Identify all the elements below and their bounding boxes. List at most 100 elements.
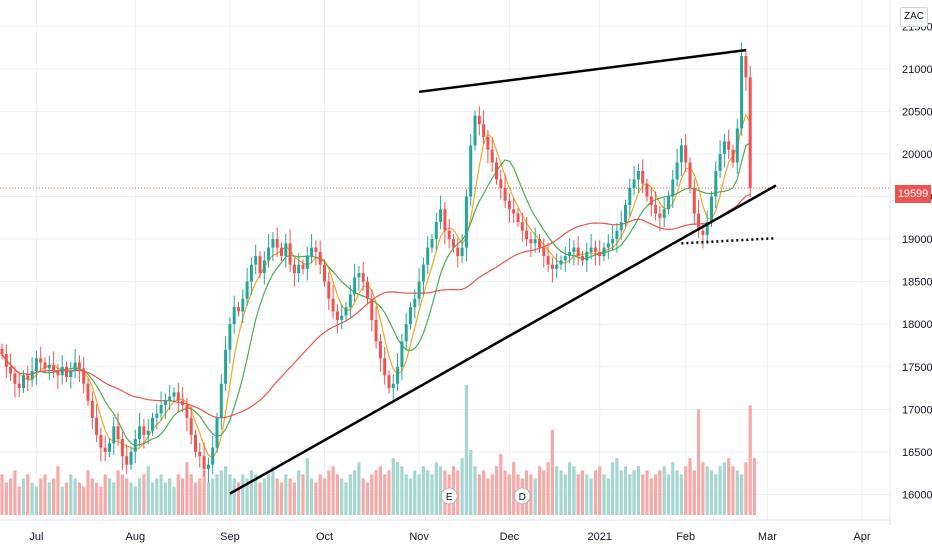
volume-bar: [168, 478, 172, 515]
volume-bar: [714, 474, 718, 515]
candle-body: [662, 209, 666, 218]
volume-bar: [52, 478, 56, 515]
candle-body: [163, 400, 167, 406]
candle-body: [602, 247, 606, 257]
volume-bar: [47, 482, 51, 515]
candle-body: [679, 145, 683, 163]
y-tick-label: 17000: [902, 404, 932, 416]
grid-lines: [0, 0, 890, 520]
candle-body: [327, 281, 331, 299]
x-tick-label: Mar: [758, 531, 777, 543]
candle-body: [13, 373, 17, 384]
candle-body: [740, 56, 744, 129]
volume-bar: [735, 470, 739, 515]
volume-bar: [0, 474, 4, 515]
volume-bar: [34, 486, 38, 515]
volume-bar: [417, 474, 421, 515]
volume-bar: [142, 474, 146, 515]
candle-body: [701, 230, 705, 235]
volume-bar: [559, 470, 563, 515]
volume-bar: [641, 474, 645, 515]
candle-body: [30, 371, 34, 380]
y-tick-label: 21500: [902, 21, 932, 33]
candle-body: [120, 439, 124, 457]
ma-slow-line: [1, 193, 751, 419]
volume-bar: [482, 470, 486, 515]
volume-bar: [133, 486, 137, 515]
candle-body: [206, 464, 210, 469]
volume-bar: [90, 478, 94, 515]
candle-body: [628, 188, 632, 206]
volume-bar: [404, 474, 408, 515]
volume-bar: [258, 482, 262, 515]
volume-bar: [318, 474, 322, 515]
candle-body: [645, 183, 649, 197]
volume-bar: [292, 482, 296, 515]
candle-body: [297, 264, 301, 274]
volume-bar: [125, 478, 129, 515]
symbol-label[interactable]: ZAC: [900, 7, 928, 27]
candle-body: [378, 341, 382, 359]
volume-bar: [611, 462, 615, 515]
candle-body: [215, 417, 219, 448]
x-tick-label: Oct: [316, 531, 333, 543]
volume-bar: [576, 474, 580, 515]
candle-body: [116, 426, 120, 440]
volume-bar: [202, 470, 206, 515]
volume-bar: [408, 478, 413, 515]
candle-body: [357, 273, 361, 278]
candle-body: [133, 439, 137, 452]
candle-body: [671, 179, 675, 197]
candle-body: [495, 162, 498, 180]
volume-bar: [494, 466, 499, 515]
candle-body: [258, 256, 262, 274]
candle-body: [598, 251, 602, 257]
candle-body: [194, 434, 197, 452]
candle-body: [727, 141, 731, 150]
volume-bar: [606, 478, 610, 515]
price-axis[interactable]: 1600016500170001750018000185001900019500…: [902, 21, 932, 501]
volume-bar: [499, 454, 503, 515]
volume-bar: [129, 482, 133, 515]
trendline-lower: [229, 184, 777, 495]
candle-body: [331, 298, 335, 312]
volume-bar: [43, 474, 47, 515]
volume-bar: [636, 466, 640, 515]
x-tick-label: Jul: [29, 531, 43, 543]
volume-bar: [632, 470, 636, 515]
candle-body: [344, 307, 348, 316]
volume-bar: [430, 474, 434, 515]
volume-bar: [159, 474, 163, 515]
volume-bar: [529, 474, 533, 515]
candle-body: [636, 170, 640, 180]
candle-body: [310, 247, 314, 257]
volume-bar: [206, 482, 210, 515]
candle-body: [176, 392, 180, 401]
candle-body: [705, 222, 709, 235]
candle-body: [245, 281, 249, 299]
candle-body: [314, 247, 318, 252]
volume-bar: [224, 466, 228, 515]
candle-body: [606, 243, 610, 248]
candle-body: [17, 383, 21, 389]
candle-body: [4, 354, 8, 367]
volume-bar: [344, 482, 348, 515]
candle-body: [731, 149, 735, 163]
volume-bar: [370, 474, 374, 515]
candle-body: [710, 196, 713, 223]
volume-bar: [718, 466, 722, 515]
candle-body: [0, 348, 4, 354]
volume-bar: [56, 466, 60, 515]
volume-bar: [163, 482, 167, 515]
time-axis[interactable]: Jul Aug Sep Oct Nov Dec 2021 Feb Mar Apr: [29, 531, 871, 543]
volume-bar: [176, 474, 180, 515]
volume-bar: [262, 478, 266, 515]
candle-body: [400, 341, 404, 367]
candle-body: [507, 200, 511, 210]
candle-body: [675, 162, 679, 180]
candle-body: [421, 264, 425, 282]
volume-bar: [740, 474, 744, 515]
candle-body: [490, 149, 494, 163]
